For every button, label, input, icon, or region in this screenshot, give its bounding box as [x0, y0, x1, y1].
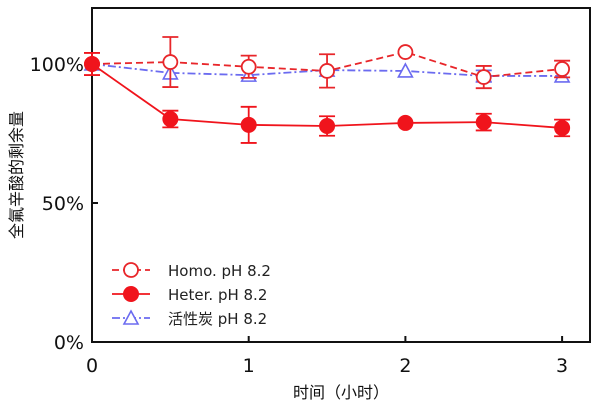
data-point: [554, 119, 571, 136]
data-point: [475, 69, 492, 85]
data-point: [240, 116, 257, 133]
legend-label: Homo. pH 8.2: [168, 262, 271, 280]
y-tick-label: 50%: [42, 193, 84, 215]
data-point: [397, 114, 414, 131]
data-point: [162, 111, 179, 128]
data-point: [240, 58, 257, 75]
legend-label: 活性炭 pH 8.2: [168, 310, 267, 328]
data-point: [319, 63, 335, 79]
x-tick-label: 0: [86, 355, 98, 377]
data-point: [319, 117, 336, 134]
data-point: [397, 62, 414, 78]
plot-frame: [91, 7, 591, 343]
legend-label: Heter. pH 8.2: [168, 286, 267, 304]
y-tick-label: 100%: [30, 54, 84, 76]
data-point: [397, 44, 414, 60]
y-tick-label: 0%: [54, 332, 84, 354]
series-1: [84, 51, 571, 144]
data-point: [84, 56, 100, 72]
x-axis-label: 时间（小时）: [293, 383, 389, 402]
data-point: [554, 61, 570, 77]
legend-marker: [123, 262, 139, 278]
series-0: [84, 36, 571, 90]
data-point: [475, 114, 492, 131]
data-point: [162, 54, 179, 70]
x-tick-label: 2: [399, 355, 411, 377]
legend-marker: [122, 309, 140, 325]
y-axis-label: 全氟辛酸的剩余量: [7, 111, 26, 239]
x-tick-label: 1: [243, 355, 255, 377]
legend-marker: [123, 286, 139, 302]
x-tick-label: 3: [556, 355, 568, 377]
